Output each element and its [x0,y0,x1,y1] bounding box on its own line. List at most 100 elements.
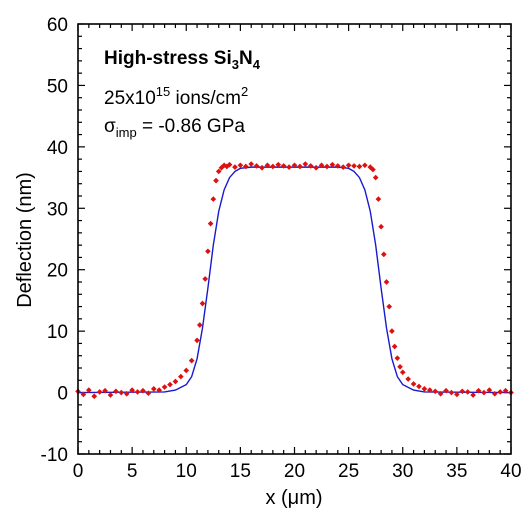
plot-frame [77,23,512,455]
y-tick-label: 50 [47,76,68,97]
data-point [226,161,233,168]
data-point [205,248,211,255]
data-point [443,387,449,394]
data-point [91,393,98,400]
annotation-material: High-stress Si3N4 [104,48,261,72]
y-tick-label: 0 [57,384,68,405]
data-point [167,381,173,388]
data-point [150,386,157,392]
data-point [232,164,238,170]
data-point [194,337,200,344]
data-point [280,163,287,169]
data-point [372,174,379,181]
data-point [356,163,363,170]
data-point [259,164,265,171]
x-tick-label: 5 [127,461,138,482]
data-point [196,322,203,328]
data-point [297,163,303,170]
data-point [375,196,382,202]
data-point [161,384,168,390]
data-point [215,168,222,175]
data-point [210,196,217,202]
data-point [497,389,504,395]
data-point [96,389,103,395]
data-point [140,387,146,394]
data-point [394,355,401,361]
data-point [399,369,406,376]
data-point [80,391,87,398]
y-tick-label: 20 [47,261,68,282]
x-tick-label: 0 [73,461,84,482]
data-point [291,162,298,169]
data-point [432,388,439,395]
data-point [389,328,395,334]
x-tick-label: 25 [338,461,359,482]
data-point [486,387,493,393]
data-point [286,164,292,170]
data-point [324,163,330,170]
data-point [481,389,487,396]
data-point [313,164,319,171]
x-tick-label: 40 [500,461,521,482]
annotation-stress: σimp = -0.86 GPa [104,116,245,140]
data-point [302,161,309,167]
data-point [397,363,403,370]
y-axis-label: Deflection (nm) [14,172,36,308]
data-points-layer [75,161,514,400]
data-point [380,251,387,258]
data-point [237,162,244,169]
data-point [207,220,214,227]
data-point [391,343,398,350]
data-point [370,166,376,173]
data-point [491,390,498,397]
data-point [183,367,190,374]
data-point [172,378,179,385]
data-point [426,387,433,393]
x-tick-label: 20 [284,461,305,482]
model-line-layer [77,166,512,394]
data-point [129,387,135,393]
data-point [475,387,482,394]
data-point [264,162,271,169]
data-point [242,163,249,170]
data-point [383,279,390,285]
data-point [386,303,393,310]
data-point [102,387,108,394]
x-tick-label: 15 [230,461,251,482]
data-point [199,300,206,307]
data-point [107,392,114,398]
data-point [86,387,92,393]
x-axis-label: x (μm) [265,487,322,509]
data-point [351,163,357,169]
data-point [405,376,411,382]
data-point [329,161,336,168]
x-tick-label: 30 [392,461,413,482]
data-point [464,389,471,395]
model-curve [77,166,512,394]
data-point [118,389,125,396]
y-tick-label: 60 [47,15,68,36]
data-point [145,390,152,397]
data-point [448,389,455,396]
data-point [270,163,276,170]
x-tick-label: 35 [446,461,467,482]
data-point [459,388,466,395]
y-tick-label: 10 [47,322,68,343]
data-point [345,162,352,169]
data-point [362,162,368,169]
data-point [202,276,209,282]
data-point [248,161,255,167]
data-point [437,390,444,397]
data-point [134,389,141,395]
data-point [470,392,476,398]
data-point [178,373,184,380]
data-point [502,387,509,394]
x-tick-label: 10 [176,461,197,482]
data-point [340,164,347,170]
data-point [156,387,163,393]
y-tick-label: 30 [47,199,68,220]
data-point [188,357,195,364]
data-point [113,388,119,395]
